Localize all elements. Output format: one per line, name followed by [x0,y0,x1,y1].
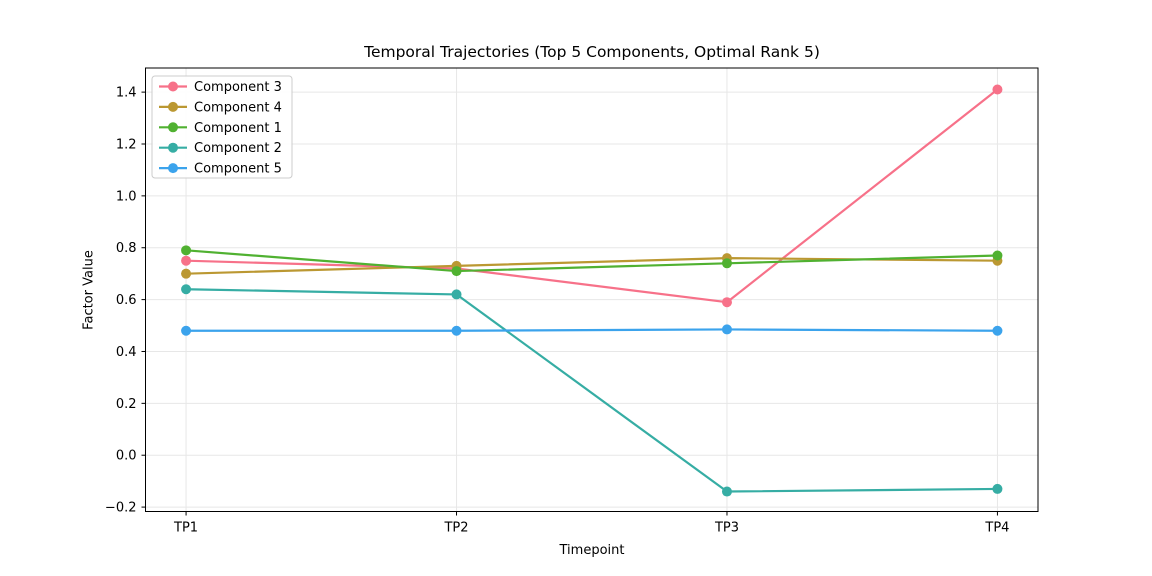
legend-item: Component 2 [159,141,282,156]
data-point-marker [451,289,462,300]
legend-item-label: Component 2 [194,141,282,156]
data-point-marker [181,284,192,295]
x-tick-label: TP4 [984,521,1009,536]
legend-box [151,75,293,179]
y-tick-label: 0.4 [116,345,137,360]
legend-item: Component 3 [159,80,282,95]
legend-item-label: Component 5 [194,162,282,177]
y-tick-label: 0.6 [116,293,137,308]
y-axis-label: Factor Value [81,250,97,330]
data-point-marker [181,255,192,266]
legend-item-label: Component 3 [194,80,282,95]
x-tick-label: TP3 [714,521,739,536]
data-point-marker [181,325,192,336]
data-point-marker [721,297,732,308]
series-line-component-3 [186,88,999,304]
legend-item-label: Component 4 [194,100,282,115]
y-tick-label: −0.2 [105,501,137,516]
x-tick-label: TP2 [443,521,468,536]
y-tick-label: 1.4 [116,86,137,101]
y-tick-label: 0.8 [116,241,137,256]
data-point-marker [181,268,192,279]
legend-item-marker [168,101,178,112]
x-axis-label: Timepoint [559,543,625,558]
y-tick-label: 0.2 [116,397,137,412]
chart-title: Temporal Trajectories (Top 5 Components,… [364,43,820,61]
y-tick-label: 1.2 [116,137,137,152]
legend-item: Component 4 [159,100,282,115]
data-point-marker [992,84,1003,95]
legend-item-marker [168,163,178,174]
legend-item: Component 5 [159,162,282,177]
y-tick-label: 0.0 [116,449,137,464]
legend-item-label: Component 1 [194,121,282,136]
data-point-marker [992,325,1003,336]
series-line-component-2 [186,288,998,493]
data-point-marker [721,258,732,269]
data-point-marker [451,266,462,277]
data-point-marker [181,245,192,256]
legend-item-marker [168,142,178,153]
data-point-marker [992,250,1003,261]
series-line-component-1 [185,249,998,273]
data-point-marker [721,486,732,497]
x-tick-label: TP1 [173,521,198,536]
legend-item-marker [168,81,178,92]
legend-item-marker [168,122,178,133]
legend-item: Component 1 [159,121,282,136]
data-point-marker [992,483,1003,494]
data-point-marker [451,325,462,336]
series-line-component-5 [186,328,998,332]
data-point-marker [721,324,732,335]
axes-spines [145,67,1039,512]
y-tick-label: 1.0 [116,189,137,204]
